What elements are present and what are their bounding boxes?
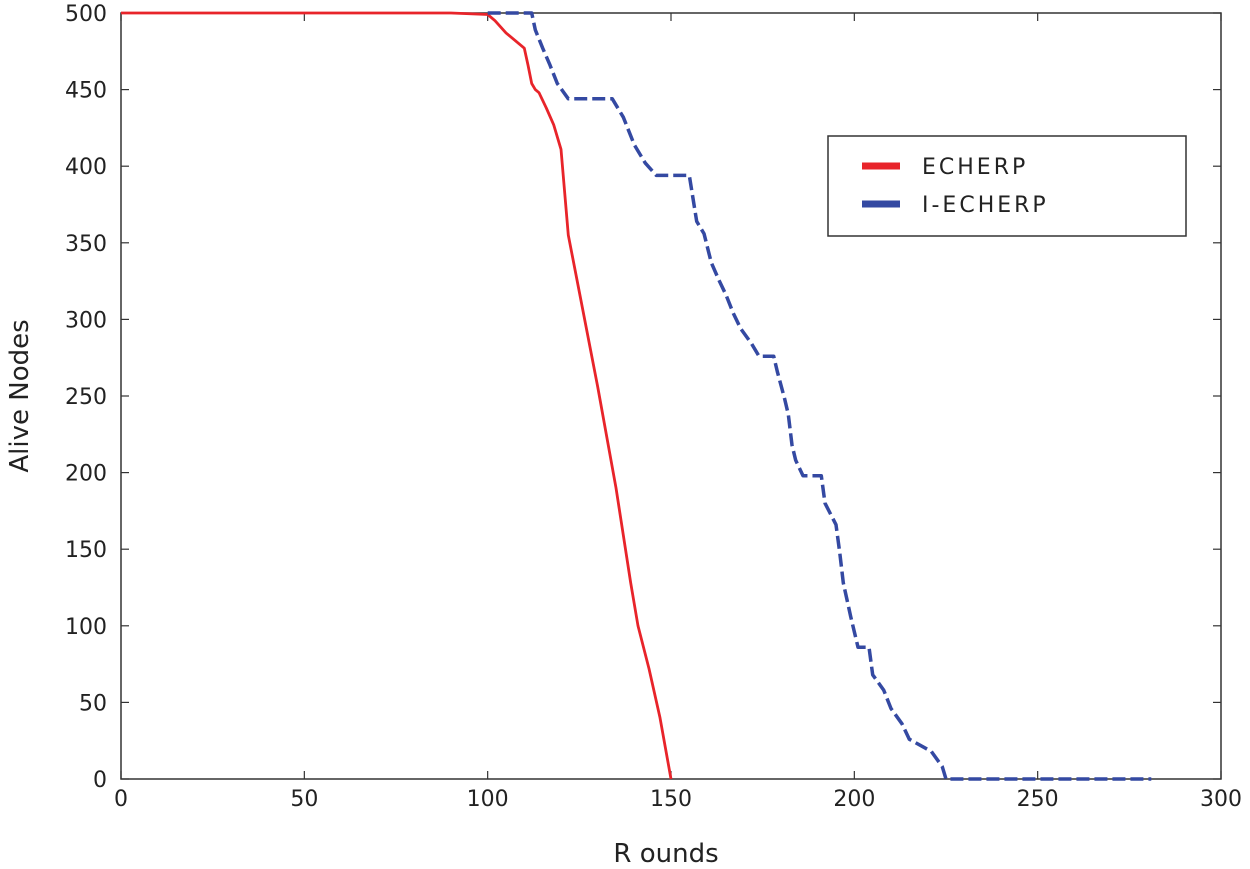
legend: ECHERP I-ECHERP bbox=[827, 135, 1187, 237]
y-tick-label: 300 bbox=[65, 308, 107, 333]
x-tick-label: 300 bbox=[1200, 787, 1242, 812]
y-tick-label: 50 bbox=[79, 691, 107, 716]
legend-label-echerp: ECHERP bbox=[922, 155, 1028, 180]
y-tick-label: 100 bbox=[65, 615, 107, 640]
series-line-echerp bbox=[121, 11, 673, 780]
legend-box bbox=[827, 135, 1187, 237]
y-axis-title: Alive Nodes bbox=[5, 319, 35, 472]
y-tick-label: 200 bbox=[65, 462, 107, 487]
x-tick-label: 100 bbox=[467, 787, 509, 812]
x-tick-label: 150 bbox=[650, 787, 692, 812]
y-tick-label: 450 bbox=[65, 79, 107, 104]
series-line-i-echerp bbox=[487, 11, 1152, 781]
y-tick-label: 250 bbox=[65, 385, 107, 410]
x-tick-label: 0 bbox=[114, 787, 128, 812]
plot-area bbox=[120, 12, 1222, 780]
series-layer bbox=[121, 11, 1152, 781]
y-tick-label: 0 bbox=[93, 768, 107, 793]
x-tick-label: 200 bbox=[833, 787, 875, 812]
y-tick-label: 150 bbox=[65, 538, 107, 563]
legend-label-i-echerp: I-ECHERP bbox=[922, 193, 1049, 218]
x-tick-label: 50 bbox=[290, 787, 318, 812]
x-tick-label: 250 bbox=[1017, 787, 1059, 812]
axis-ticks: 0 50 100 150 200 250 300 0 50 100 150 200 250 300 350 4… bbox=[65, 2, 1242, 812]
y-tick-label: 400 bbox=[65, 155, 107, 180]
y-tick-label: 500 bbox=[65, 2, 107, 27]
x-axis-title: R ounds bbox=[613, 839, 718, 869]
y-tick-label: 350 bbox=[65, 232, 107, 257]
